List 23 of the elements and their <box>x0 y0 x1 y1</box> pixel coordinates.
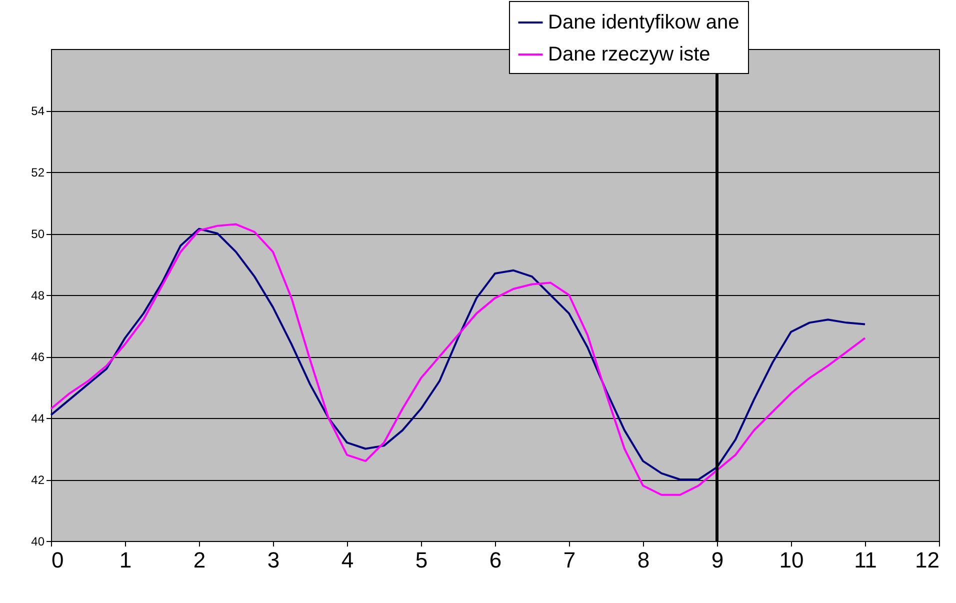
x-tick-label: 0 <box>52 548 64 572</box>
y-tick-label: 50 <box>31 227 45 241</box>
y-tick-label: 54 <box>31 104 45 118</box>
y-tick-label: 44 <box>31 412 45 426</box>
x-tick-label: 2 <box>193 548 206 572</box>
x-tick-label: 5 <box>415 548 428 572</box>
x-tick-label: 6 <box>489 548 502 572</box>
x-tick-label: 11 <box>854 548 877 572</box>
x-tick-label: 1 <box>119 548 132 572</box>
legend-label: Dane rzeczyw iste <box>548 44 710 66</box>
x-tick-label: 9 <box>711 548 724 572</box>
x-tick-label: 8 <box>637 548 650 572</box>
x-tick-label: 7 <box>563 548 576 572</box>
y-tick-label: 40 <box>31 534 45 548</box>
y-tick-label: 42 <box>31 473 45 487</box>
legend-label: Dane identyfikow ane <box>548 12 740 34</box>
y-tick-label: 52 <box>31 166 45 180</box>
y-tick-label: 46 <box>31 350 45 364</box>
x-tick-label: 3 <box>267 548 280 572</box>
x-tick-label: 4 <box>341 548 354 572</box>
x-tick-label: 12 <box>915 548 940 572</box>
y-tick-label: 48 <box>31 288 45 302</box>
x-tick-label: 10 <box>779 548 804 572</box>
